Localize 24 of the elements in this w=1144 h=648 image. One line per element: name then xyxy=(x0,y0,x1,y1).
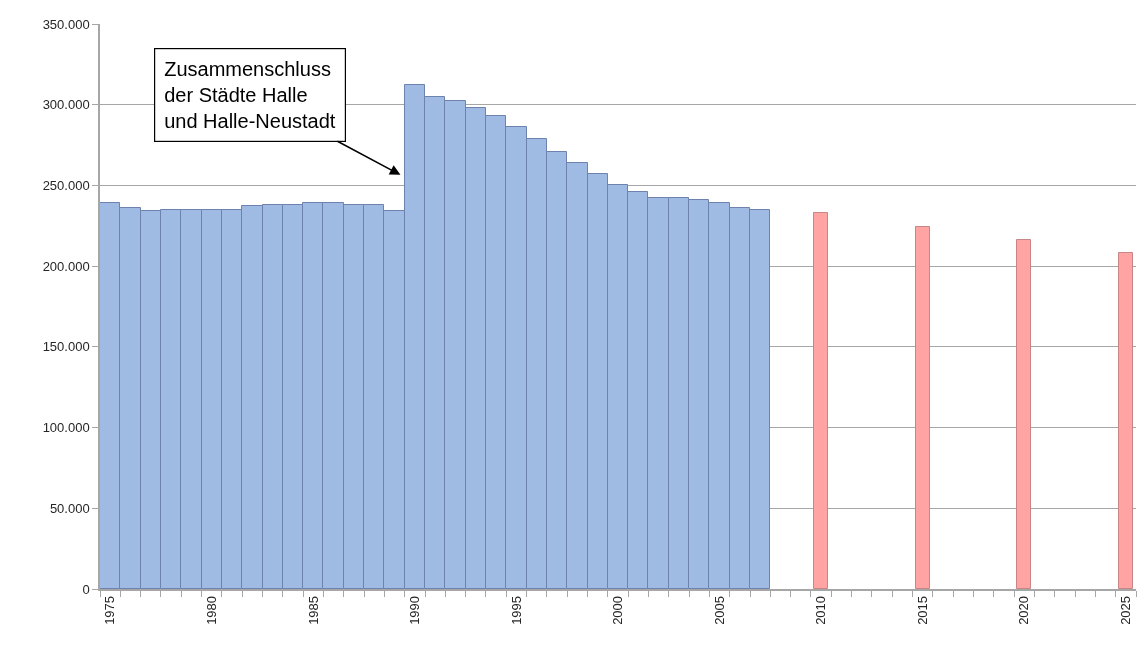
x-tick-label: 2010 xyxy=(813,595,829,625)
bar xyxy=(813,212,828,589)
x-tick-label: 2015 xyxy=(914,595,930,625)
bar xyxy=(1118,252,1133,589)
bar xyxy=(915,226,930,589)
x-tick-label: 2005 xyxy=(711,595,727,625)
x-tick-label: 2020 xyxy=(1016,595,1032,625)
x-tick-label: 1995 xyxy=(508,595,524,625)
bar xyxy=(1016,239,1031,589)
y-tick-label: 50.000 xyxy=(49,500,90,516)
y-tick-label: 200.000 xyxy=(42,258,90,274)
x-tick-label: 1980 xyxy=(203,595,219,625)
y-tick-label: 0 xyxy=(82,581,90,597)
x-tick-label: 1975 xyxy=(102,595,118,625)
x-tick-label: 1985 xyxy=(305,595,321,625)
y-tick-label: 300.000 xyxy=(42,97,90,113)
y-tick-label: 100.000 xyxy=(42,420,90,436)
y-tick-label: 250.000 xyxy=(42,177,90,193)
annotation: Zusammenschluss der Städte Halle und Halle-Neustadt xyxy=(164,58,336,133)
x-tick-label: 2000 xyxy=(610,595,626,625)
x-tick-label: 1990 xyxy=(407,595,423,625)
x-tick-label: 2025 xyxy=(1118,595,1134,625)
y-tick-label: 350.000 xyxy=(42,16,90,32)
y-tick-label: 150.000 xyxy=(42,339,90,355)
